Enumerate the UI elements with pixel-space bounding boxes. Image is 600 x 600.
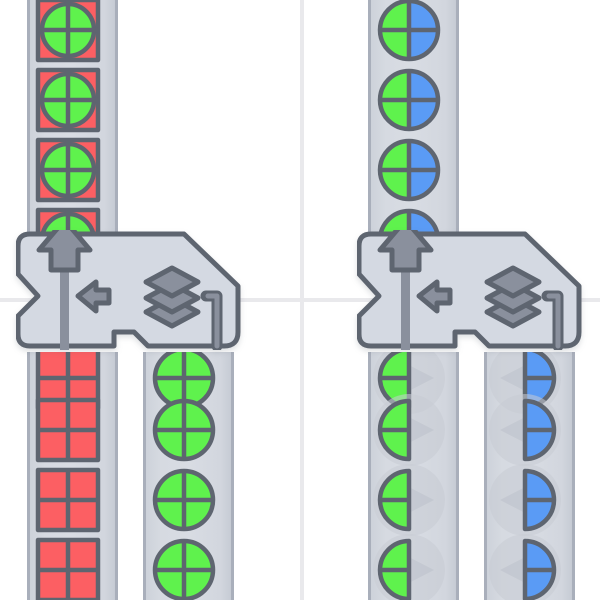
belt-item[interactable] — [371, 0, 447, 68]
layer-stack-icon — [143, 265, 201, 329]
belt-item[interactable] — [487, 532, 563, 600]
layer-stack-icon — [484, 265, 542, 329]
belt-edge-left — [484, 352, 487, 600]
belt-item[interactable] — [371, 532, 447, 600]
belt-item[interactable] — [146, 532, 222, 600]
belt-item[interactable] — [30, 462, 106, 538]
belt-item[interactable] — [30, 532, 106, 600]
belt-item[interactable] — [371, 352, 447, 416]
hook-icon-inner — [205, 293, 220, 349]
belt-item[interactable] — [371, 392, 447, 468]
belt-item[interactable] — [371, 462, 447, 538]
belt-edge-left — [27, 352, 30, 600]
belt-item[interactable] — [30, 392, 106, 468]
belt-edge-left — [27, 0, 30, 248]
belt-item[interactable] — [487, 352, 563, 416]
arrow-left-icon — [75, 279, 112, 314]
belt-edge-right — [456, 352, 459, 600]
belt-item[interactable] — [487, 392, 563, 468]
belt-item[interactable] — [30, 132, 106, 208]
hook-icon-inner — [546, 293, 561, 349]
belt-item[interactable] — [146, 462, 222, 538]
arrow-left-icon — [416, 279, 453, 314]
cutter-machine[interactable] — [357, 230, 583, 350]
belt-edge-right — [231, 352, 234, 600]
arrow-up-icon — [377, 230, 434, 350]
arrow-up-icon — [36, 230, 93, 350]
belt-item[interactable] — [146, 392, 222, 468]
cutter-machine[interactable] — [16, 230, 242, 350]
belt-item[interactable] — [487, 462, 563, 538]
belt-edge-right — [115, 0, 118, 248]
belt-edge-right — [456, 0, 459, 248]
belt-edge-right — [572, 352, 575, 600]
belt-edge-left — [143, 352, 146, 600]
belt-edge-left — [368, 352, 371, 600]
belt-item[interactable] — [371, 62, 447, 138]
belt-item[interactable] — [30, 0, 106, 68]
belt-edge-left — [368, 0, 371, 248]
belt-item[interactable] — [30, 62, 106, 138]
belt-edge-right — [115, 352, 118, 600]
belt-item[interactable] — [371, 132, 447, 208]
